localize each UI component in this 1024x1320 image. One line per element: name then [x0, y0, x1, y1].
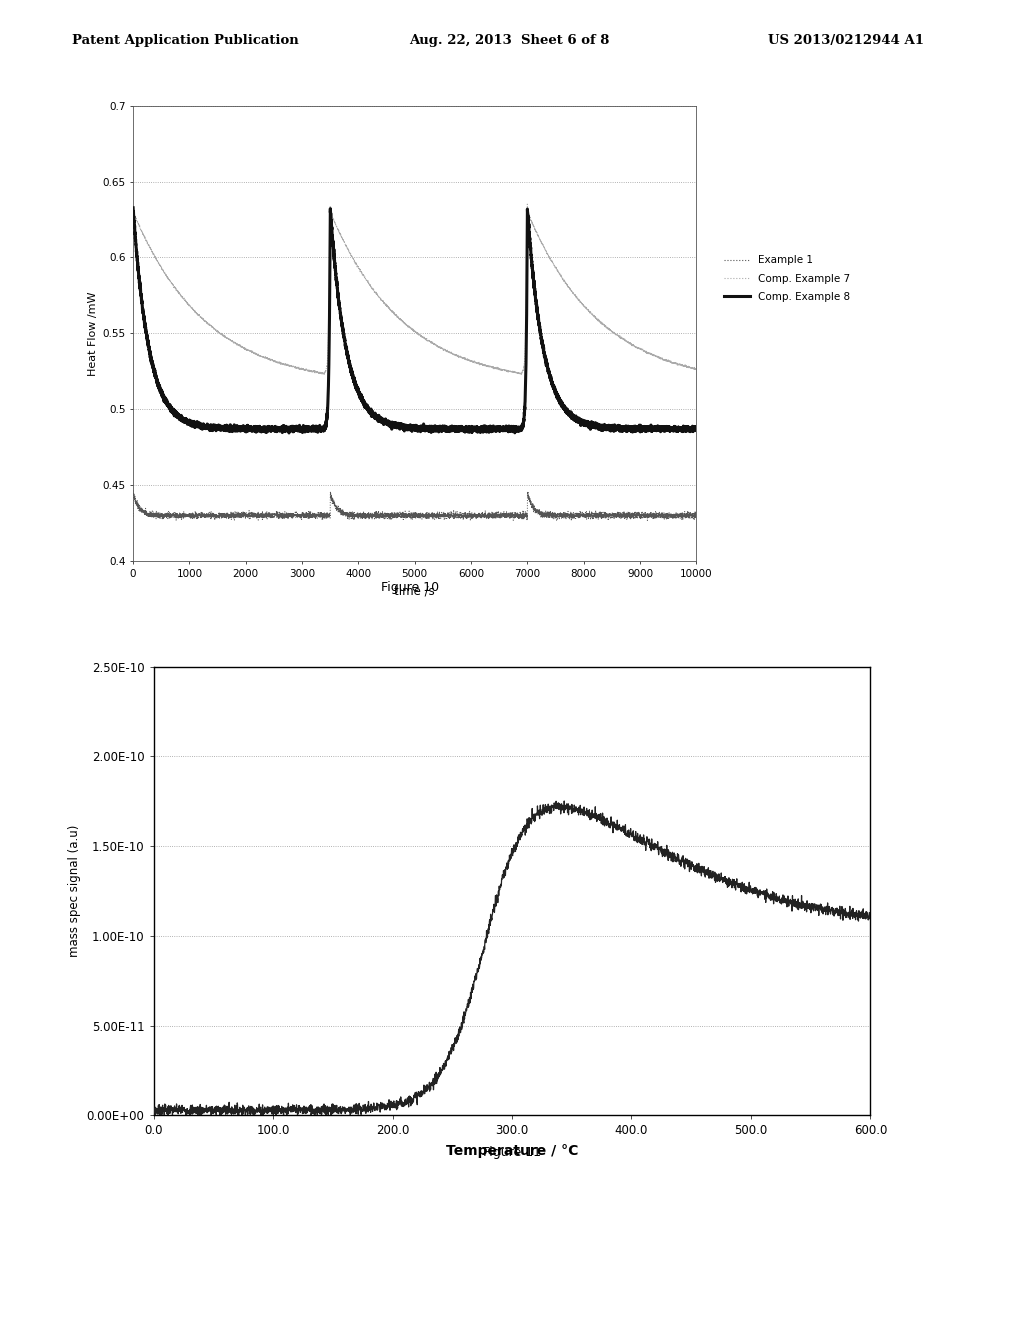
Text: Figure 11: Figure 11 — [483, 1146, 541, 1159]
Text: Figure 10: Figure 10 — [381, 581, 438, 594]
X-axis label: time /s: time /s — [394, 585, 435, 597]
Text: Aug. 22, 2013  Sheet 6 of 8: Aug. 22, 2013 Sheet 6 of 8 — [410, 34, 610, 48]
Y-axis label: mass spec signal (a.u): mass spec signal (a.u) — [69, 825, 81, 957]
Y-axis label: Heat Flow /mW: Heat Flow /mW — [88, 290, 98, 376]
X-axis label: Temperature / °C: Temperature / °C — [445, 1144, 579, 1159]
Legend: Example 1, Comp. Example 7, Comp. Example 8: Example 1, Comp. Example 7, Comp. Exampl… — [719, 249, 855, 308]
Text: Patent Application Publication: Patent Application Publication — [72, 34, 298, 48]
Text: US 2013/0212944 A1: US 2013/0212944 A1 — [768, 34, 924, 48]
